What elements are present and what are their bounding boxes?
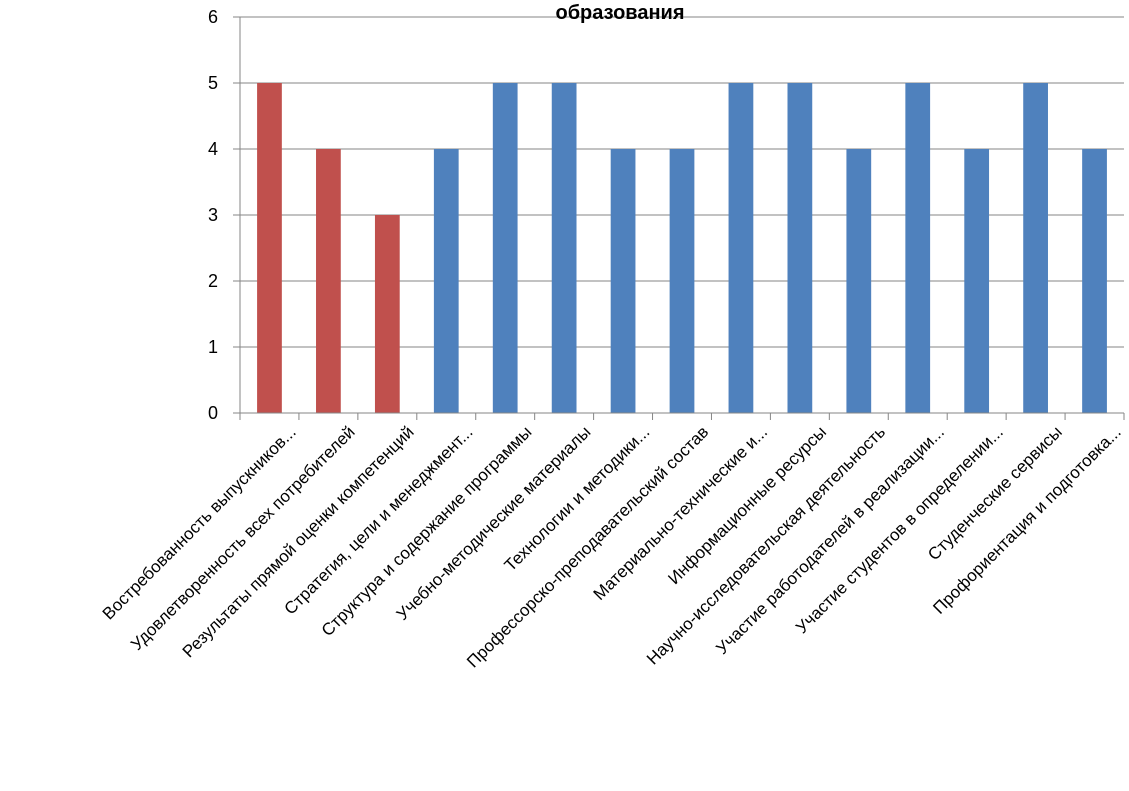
bar [669,149,695,413]
bar [846,149,872,413]
bar [492,83,518,413]
y-tick-label: 5 [208,73,218,93]
y-tick-label: 4 [208,139,218,159]
x-tick-label: Участие студентов в определении... [792,422,1007,637]
x-tick-label: Результаты прямой оценки компетенций [179,422,418,661]
y-tick-label: 6 [208,7,218,27]
bar [316,149,341,413]
y-tick-label: 1 [208,337,218,357]
bar [1023,83,1048,413]
x-tick-label: Структура и содержание программы [318,422,536,640]
y-tick-label: 3 [208,205,218,225]
bar [610,149,636,413]
y-tick-labels: 0 1 2 3 4 5 6 [208,7,240,423]
y-tick-label: 0 [208,403,218,423]
bars [257,83,1107,413]
bar [374,215,400,413]
x-tick-labels: Востребованность выпускников...Удовлетво… [99,422,1125,671]
bar [905,83,931,413]
bar [728,83,754,413]
bar [433,149,459,413]
bar [257,83,282,413]
bar [551,83,577,413]
bar [964,149,990,413]
chart-title: образования [555,2,684,24]
bar [787,83,813,413]
y-tick-label: 2 [208,271,218,291]
bar [1082,149,1107,413]
